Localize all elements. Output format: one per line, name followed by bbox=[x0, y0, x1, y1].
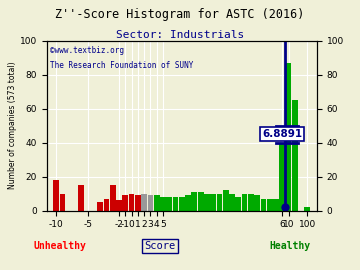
Bar bbox=[198, 192, 203, 211]
Bar bbox=[104, 199, 109, 211]
Text: Healthy: Healthy bbox=[269, 241, 310, 251]
Bar bbox=[185, 195, 191, 211]
Bar bbox=[217, 194, 222, 211]
Bar bbox=[160, 197, 166, 211]
Bar bbox=[235, 197, 241, 211]
Bar bbox=[229, 194, 235, 211]
Bar bbox=[254, 195, 260, 211]
Bar bbox=[267, 199, 273, 211]
Bar bbox=[179, 197, 185, 211]
Text: Unhealthy: Unhealthy bbox=[34, 241, 87, 251]
Bar bbox=[285, 63, 292, 211]
Bar bbox=[148, 195, 153, 211]
Bar bbox=[279, 143, 285, 211]
Bar bbox=[141, 194, 147, 211]
Bar bbox=[305, 207, 310, 211]
Bar bbox=[242, 194, 247, 211]
Text: 6.8891: 6.8891 bbox=[262, 129, 302, 139]
Bar bbox=[166, 197, 172, 211]
Bar bbox=[261, 199, 266, 211]
Bar bbox=[292, 100, 298, 211]
Text: Z''-Score Histogram for ASTC (2016): Z''-Score Histogram for ASTC (2016) bbox=[55, 8, 305, 21]
Bar bbox=[110, 185, 116, 211]
Bar bbox=[60, 194, 66, 211]
Bar bbox=[135, 195, 141, 211]
Bar bbox=[53, 180, 59, 211]
Bar bbox=[210, 194, 216, 211]
Bar bbox=[173, 197, 179, 211]
Bar bbox=[122, 195, 128, 211]
Y-axis label: Number of companies (573 total): Number of companies (573 total) bbox=[8, 62, 17, 189]
Text: ©www.textbiz.org: ©www.textbiz.org bbox=[50, 46, 123, 55]
Bar bbox=[97, 202, 103, 211]
Bar bbox=[204, 194, 210, 211]
Text: The Research Foundation of SUNY: The Research Foundation of SUNY bbox=[50, 61, 193, 70]
Bar bbox=[248, 194, 254, 211]
Text: Score: Score bbox=[145, 241, 176, 251]
Bar bbox=[116, 200, 122, 211]
Bar bbox=[129, 194, 134, 211]
Bar bbox=[192, 192, 197, 211]
Text: Sector: Industrials: Sector: Industrials bbox=[116, 30, 244, 40]
Bar bbox=[223, 190, 229, 211]
Bar bbox=[154, 195, 159, 211]
Bar bbox=[273, 199, 279, 211]
Bar bbox=[78, 185, 84, 211]
